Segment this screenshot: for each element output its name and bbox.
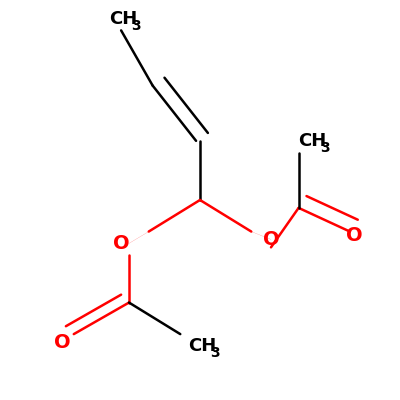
Text: O: O	[113, 234, 130, 253]
Text: O: O	[263, 230, 279, 249]
Text: 3: 3	[131, 19, 140, 33]
Text: 3: 3	[320, 141, 330, 155]
Text: CH: CH	[109, 10, 138, 28]
Text: CH: CH	[188, 337, 216, 355]
Text: CH: CH	[299, 132, 327, 150]
Text: O: O	[54, 332, 70, 352]
Text: 3: 3	[210, 346, 220, 360]
Text: O: O	[346, 226, 362, 245]
